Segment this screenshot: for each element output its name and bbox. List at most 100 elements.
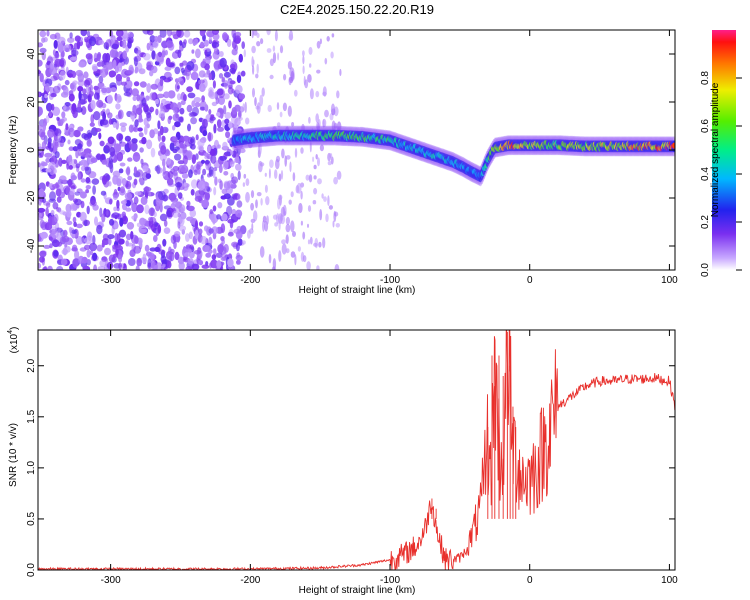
noise-blob [85, 53, 93, 60]
noise-blob [106, 261, 114, 270]
noise-blob [116, 30, 124, 38]
noise-blob [53, 213, 59, 223]
noise-blob [108, 118, 113, 125]
x-tick-label: -100 [380, 275, 400, 286]
noise-blob [91, 178, 100, 185]
noise-blob [208, 236, 213, 246]
noise-blob [49, 191, 56, 202]
noise-blob [162, 158, 166, 167]
snr-multiplier-close: ) [9, 327, 20, 330]
noise-blob [111, 212, 120, 219]
noise-blob [121, 39, 127, 49]
noise-blob [98, 132, 102, 140]
y-tick-label: 0.0 [26, 563, 37, 577]
noise-blob [125, 233, 132, 241]
noise-blob [339, 68, 342, 77]
noise-blob [201, 95, 206, 103]
noise-blob [236, 74, 242, 84]
noise-blob [65, 203, 72, 213]
noise-blob [107, 136, 115, 145]
noise-blob [334, 264, 340, 270]
noise-blob [180, 164, 188, 173]
noise-blob [208, 36, 213, 44]
noise-blob [227, 231, 234, 237]
noise-blob [210, 154, 217, 164]
noise-blob [260, 38, 264, 45]
noise-blob [136, 222, 142, 228]
noise-blob [126, 242, 134, 247]
noise-blob [141, 97, 147, 107]
noise-blob [224, 112, 232, 119]
noise-blob [317, 178, 322, 185]
noise-blob [218, 164, 223, 174]
noise-blob [133, 81, 140, 87]
noise-blob [138, 177, 144, 183]
noise-blob [44, 83, 51, 92]
noise-blob [115, 249, 119, 256]
noise-blob [200, 41, 205, 48]
noise-blob [89, 84, 93, 93]
noise-blob [49, 243, 53, 249]
noise-blob [269, 159, 274, 168]
noise-blob [220, 195, 227, 200]
noise-blob [193, 97, 202, 103]
noise-blob [133, 56, 138, 67]
noise-blob [166, 178, 174, 186]
noise-blob [111, 226, 115, 235]
noise-blob [316, 40, 321, 49]
noise-blob [269, 74, 274, 80]
noise-blob [92, 185, 96, 195]
noise-blob [251, 45, 256, 54]
noise-blob [118, 262, 122, 270]
noise-blob [228, 100, 232, 109]
noise-blob [108, 237, 112, 246]
noise-blob [120, 186, 125, 194]
noise-blob [176, 30, 182, 38]
noise-blob [208, 91, 217, 100]
noise-blob [150, 147, 156, 158]
noise-blob [149, 44, 154, 52]
noise-blob [197, 169, 201, 175]
noise-blob [313, 164, 317, 170]
noise-blob [167, 76, 174, 82]
noise-blob [87, 95, 91, 102]
noise-blob [215, 97, 220, 105]
noise-blob [125, 180, 132, 190]
noise-blob [208, 131, 212, 142]
noise-blob [134, 235, 139, 244]
noise-blob [223, 105, 227, 115]
noise-blob [88, 152, 92, 158]
noise-blob [237, 116, 243, 121]
svg-text:(x104): (x104) [7, 327, 20, 354]
noise-blob [67, 178, 73, 187]
noise-blob [209, 209, 214, 215]
noise-blob [184, 252, 190, 258]
noise-blob [162, 238, 167, 247]
noise-blob [54, 151, 60, 159]
noise-blob [188, 231, 193, 240]
noise-blob [178, 225, 187, 232]
noise-blob [127, 157, 133, 162]
noise-blob [234, 31, 242, 38]
noise-blob [38, 124, 44, 131]
noise-blob [72, 216, 77, 223]
noise-blob [166, 30, 172, 37]
noise-blob [235, 84, 243, 94]
snr-y-multiplier: (x104) [7, 327, 20, 354]
noise-blob [44, 152, 53, 158]
noise-blob [76, 40, 81, 50]
noise-blob [142, 30, 150, 35]
noise-blob [200, 159, 206, 164]
noise-blob [279, 45, 284, 54]
noise-blob [96, 61, 103, 67]
noise-blob [235, 128, 242, 133]
noise-blob [77, 102, 82, 112]
noise-blob [146, 83, 152, 93]
noise-blob [159, 78, 164, 87]
noise-blob [113, 194, 118, 200]
noise-blob [275, 155, 281, 163]
noise-blob [71, 232, 76, 239]
noise-blob [207, 145, 211, 153]
noise-blob [294, 147, 298, 158]
